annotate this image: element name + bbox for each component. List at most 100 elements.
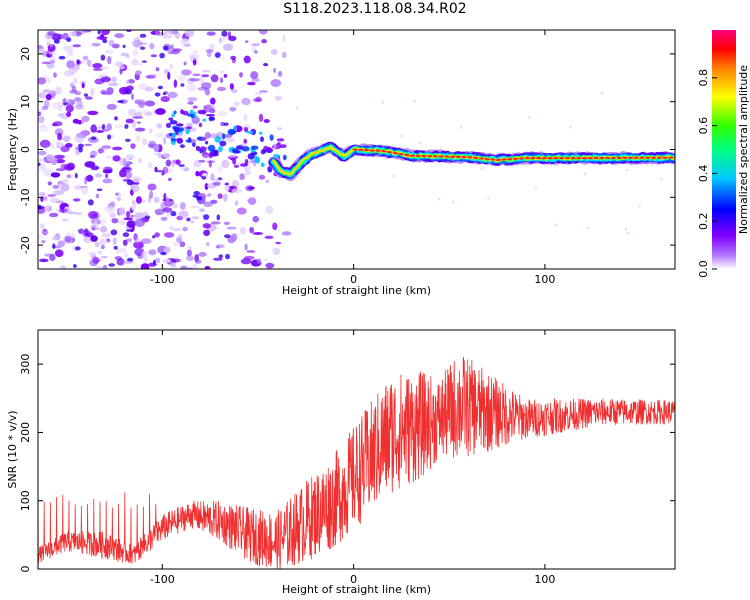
heatmap-cell bbox=[87, 252, 96, 256]
heatmap-cell bbox=[244, 243, 248, 251]
heatmap-cell bbox=[142, 137, 147, 146]
heatmap-cell bbox=[69, 89, 78, 94]
heatmap-cell bbox=[144, 257, 148, 261]
heatmap-cell bbox=[65, 104, 74, 113]
heatmap-cell bbox=[102, 38, 108, 44]
heatmap-cell bbox=[85, 96, 93, 100]
heatmap-cell bbox=[49, 60, 56, 64]
heatmap-cell bbox=[90, 165, 100, 171]
heatmap-cell bbox=[47, 181, 52, 186]
heatmap-cell bbox=[206, 50, 212, 58]
heatmap-cell bbox=[202, 118, 207, 122]
heatmap-cell bbox=[125, 89, 132, 95]
colorbar-tick-label: 0.6 bbox=[697, 117, 710, 135]
heatmap-cell bbox=[178, 210, 189, 218]
bottom-x-axis-label: Height of straight line (km) bbox=[282, 583, 431, 596]
heatmap-cell bbox=[49, 253, 56, 262]
heatmap-cell bbox=[134, 127, 146, 132]
heatmap-cell bbox=[227, 128, 235, 136]
heatmap-cell bbox=[233, 164, 239, 168]
heatmap-cell bbox=[121, 166, 132, 173]
heatmap-cell bbox=[183, 167, 190, 172]
heatmap-cell bbox=[163, 246, 171, 254]
heatmap-cell bbox=[124, 124, 129, 129]
heatmap-cell bbox=[57, 240, 65, 248]
heatmap-cell bbox=[260, 149, 266, 155]
heatmap-cell bbox=[58, 55, 66, 60]
y-tick-label: -10 bbox=[19, 188, 32, 206]
bottom-y-axis-label: SNR (10 * v/v) bbox=[6, 410, 19, 488]
heatmap-cell bbox=[260, 162, 265, 167]
heatmap-cell bbox=[90, 235, 98, 242]
heatmap-cell bbox=[216, 214, 221, 221]
heatmap-cell bbox=[258, 113, 264, 122]
heatmap-cell bbox=[154, 92, 161, 97]
heatmap-cell bbox=[99, 218, 108, 226]
heatmap-cell bbox=[96, 188, 103, 192]
heatmap-cell bbox=[534, 185, 537, 189]
heatmap-cell bbox=[84, 176, 88, 185]
heatmap-cell bbox=[125, 118, 134, 124]
signal-track-peak bbox=[352, 148, 675, 161]
heatmap-cell bbox=[169, 120, 178, 125]
heatmap-cell bbox=[50, 172, 61, 178]
heatmap-cell bbox=[159, 52, 166, 59]
heatmap-cell bbox=[228, 35, 237, 42]
heatmap-cell bbox=[296, 106, 299, 109]
heatmap-cell bbox=[39, 125, 50, 132]
heatmap-cell bbox=[140, 263, 150, 269]
heatmap-cell bbox=[218, 177, 222, 180]
heatmap-cell bbox=[243, 114, 248, 122]
heatmap-cell bbox=[277, 70, 283, 77]
heatmap-cell bbox=[192, 73, 201, 77]
heatmap-cell bbox=[53, 190, 64, 196]
heatmap-cell bbox=[217, 193, 223, 199]
heatmap-cell bbox=[223, 74, 228, 78]
heatmap-cell bbox=[131, 184, 140, 193]
heatmap-cell bbox=[259, 30, 268, 35]
heatmap-cell bbox=[78, 120, 82, 125]
heatmap-cell bbox=[246, 250, 256, 253]
heatmap-cell bbox=[225, 253, 230, 260]
heatmap-cell bbox=[114, 61, 124, 67]
heatmap-cell bbox=[64, 235, 72, 243]
heatmap-cell bbox=[132, 116, 144, 119]
heatmap-cell bbox=[55, 168, 66, 172]
heatmap-cell bbox=[223, 221, 231, 225]
heatmap-cell bbox=[281, 231, 292, 236]
heatmap-cell bbox=[178, 164, 185, 167]
heatmap-cell bbox=[155, 108, 166, 115]
heatmap-cell bbox=[126, 220, 136, 228]
heatmap-cell bbox=[149, 190, 154, 199]
heatmap-cell bbox=[144, 100, 156, 107]
heatmap-cell bbox=[207, 193, 212, 197]
heatmap-cell bbox=[173, 126, 181, 133]
heatmap-cell bbox=[133, 241, 144, 249]
heatmap-cell bbox=[62, 135, 71, 142]
heatmap-cell bbox=[188, 53, 200, 61]
heatmap-cell bbox=[127, 237, 132, 244]
heatmap-cell bbox=[168, 117, 174, 121]
heatmap-cell bbox=[212, 257, 223, 261]
heatmap-cell bbox=[135, 196, 142, 204]
heatmap-cell bbox=[660, 177, 663, 181]
heatmap-cell bbox=[155, 67, 160, 72]
heatmap-cell bbox=[114, 33, 125, 39]
heatmap-cell bbox=[216, 244, 225, 249]
heatmap-cell bbox=[258, 131, 263, 135]
heatmap-cell bbox=[217, 86, 226, 92]
heatmap-cell bbox=[87, 59, 92, 67]
heatmap-cell bbox=[240, 227, 246, 235]
heatmap-cell bbox=[221, 54, 225, 61]
heatmap-cell bbox=[170, 138, 177, 142]
heatmap-cell bbox=[155, 257, 161, 264]
heatmap-cell bbox=[413, 99, 416, 103]
heatmap-cell bbox=[172, 203, 179, 209]
heatmap-cell bbox=[162, 153, 171, 159]
heatmap-cell bbox=[171, 113, 175, 118]
heatmap-cell bbox=[119, 158, 128, 166]
heatmap-cell bbox=[161, 172, 165, 176]
heatmap-cell bbox=[197, 109, 207, 115]
heatmap-cell bbox=[52, 185, 59, 189]
heatmap-cell bbox=[211, 105, 215, 109]
